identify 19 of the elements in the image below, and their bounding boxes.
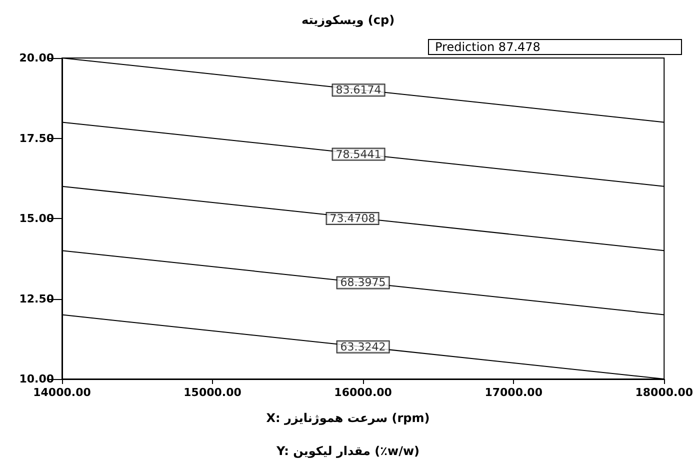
text: Y: مقدار لیکوین (٪w/w) xyxy=(275,444,421,458)
y-tick-label: 17.50 xyxy=(19,132,54,145)
y-tick-label: 20.00 xyxy=(19,52,54,64)
chart-title: ويسكوزيته (cp) xyxy=(301,13,395,27)
x-tick-label: 17000.00 xyxy=(484,386,543,399)
annotation: 73.4708 xyxy=(330,212,376,225)
prediction-box: Prediction 87.478 xyxy=(428,39,682,55)
x-tick-label: 15000.00 xyxy=(184,386,242,399)
y-tick-label: 12.50 xyxy=(19,292,54,306)
y-tick-label: 15.00 xyxy=(19,212,54,225)
annotation: 63.3242 xyxy=(340,340,386,354)
x-tick-label: 16000.00 xyxy=(334,386,392,399)
x-tick-label: 18000.00 xyxy=(635,386,694,399)
annotation: 78.5441 xyxy=(336,148,382,161)
annotation: 83.6174 xyxy=(336,84,382,97)
x-tick-label: 14000.00 xyxy=(33,386,92,399)
y-tick-label: 10.00 xyxy=(19,372,54,386)
annotation: 68.3975 xyxy=(340,276,386,290)
x-axis-title: X: سرعت هموژنایزر (rpm) xyxy=(266,411,430,425)
